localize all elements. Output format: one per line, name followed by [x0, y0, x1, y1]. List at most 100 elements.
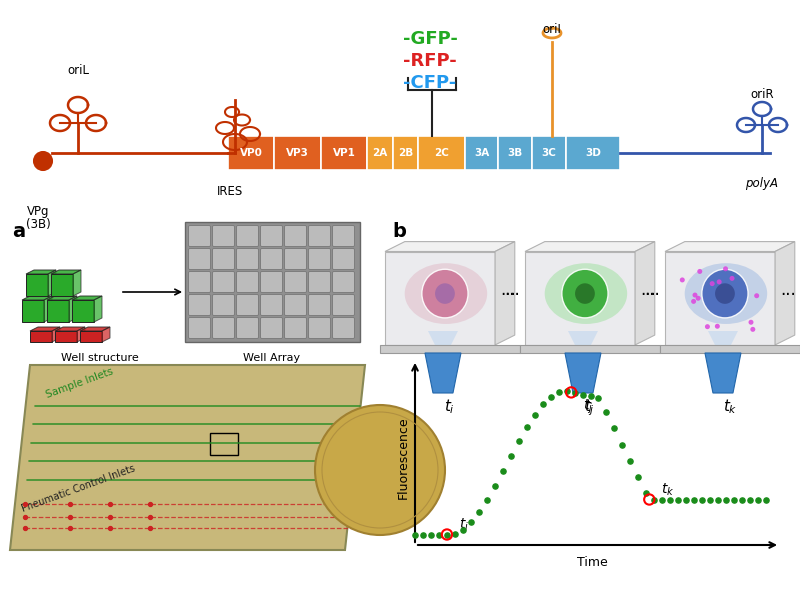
Point: [64, 523, 77, 533]
Point: [473, 508, 486, 517]
Polygon shape: [48, 270, 56, 296]
Point: [536, 400, 549, 409]
Polygon shape: [52, 327, 60, 342]
Text: ...: ...: [644, 281, 660, 299]
Text: VP0: VP0: [240, 148, 262, 158]
Text: IRES: IRES: [217, 185, 243, 198]
Polygon shape: [47, 296, 77, 300]
Point: [664, 494, 677, 504]
Point: [600, 407, 613, 417]
Circle shape: [696, 296, 701, 301]
Ellipse shape: [715, 283, 735, 304]
Polygon shape: [775, 242, 794, 345]
Point: [64, 512, 77, 521]
Text: oriR: oriR: [750, 88, 774, 100]
Circle shape: [730, 276, 734, 281]
FancyBboxPatch shape: [309, 248, 330, 269]
Point: [104, 512, 117, 521]
Point: [752, 494, 765, 504]
FancyBboxPatch shape: [189, 226, 210, 247]
Text: VP3: VP3: [286, 148, 309, 158]
FancyBboxPatch shape: [213, 271, 234, 292]
Text: VPg: VPg: [26, 205, 50, 218]
Point: [457, 525, 470, 535]
FancyBboxPatch shape: [498, 136, 532, 170]
FancyBboxPatch shape: [213, 295, 234, 316]
Polygon shape: [10, 365, 365, 550]
Point: [608, 424, 621, 433]
Text: Well Array: Well Array: [243, 353, 301, 363]
Point: [64, 499, 77, 509]
Point: [728, 494, 741, 504]
Circle shape: [749, 320, 754, 325]
Text: 3D: 3D: [585, 148, 601, 158]
Polygon shape: [665, 251, 775, 345]
Text: ...: ...: [504, 281, 520, 299]
Text: 2A: 2A: [372, 148, 388, 158]
Polygon shape: [708, 331, 738, 345]
Polygon shape: [660, 345, 800, 353]
Text: Fluorescence: Fluorescence: [397, 416, 410, 499]
Point: [640, 488, 653, 498]
Text: ...: ...: [500, 281, 516, 299]
Text: $t_i$: $t_i$: [459, 516, 469, 533]
FancyBboxPatch shape: [228, 136, 274, 170]
Polygon shape: [30, 331, 52, 342]
Circle shape: [705, 324, 710, 329]
FancyBboxPatch shape: [285, 226, 306, 247]
Point: [624, 456, 637, 466]
Point: [643, 494, 656, 504]
Text: -RFP-: -RFP-: [403, 52, 457, 70]
Point: [712, 494, 725, 504]
Circle shape: [698, 269, 702, 274]
FancyBboxPatch shape: [285, 248, 306, 269]
Point: [680, 494, 693, 504]
Point: [18, 499, 31, 509]
Text: 3B: 3B: [507, 148, 523, 158]
Point: [744, 494, 757, 504]
FancyBboxPatch shape: [274, 136, 321, 170]
Ellipse shape: [562, 269, 608, 318]
FancyBboxPatch shape: [309, 317, 330, 338]
FancyBboxPatch shape: [261, 271, 282, 292]
FancyBboxPatch shape: [333, 271, 354, 292]
Point: [688, 494, 701, 504]
Point: [144, 512, 157, 521]
Point: [496, 467, 509, 476]
FancyBboxPatch shape: [465, 136, 498, 170]
Point: [504, 451, 517, 461]
Point: [441, 530, 454, 539]
Point: [144, 499, 157, 509]
Text: 3C: 3C: [542, 148, 556, 158]
Polygon shape: [51, 270, 81, 274]
FancyBboxPatch shape: [237, 317, 258, 338]
Point: [449, 529, 462, 539]
Point: [656, 494, 669, 504]
Text: $t_j$: $t_j$: [583, 397, 594, 416]
Text: 2C: 2C: [434, 148, 449, 158]
Polygon shape: [495, 242, 515, 345]
Circle shape: [34, 152, 52, 170]
FancyBboxPatch shape: [213, 226, 234, 247]
Point: [512, 437, 525, 446]
Polygon shape: [47, 300, 69, 322]
Point: [480, 495, 493, 505]
FancyBboxPatch shape: [285, 295, 306, 316]
Polygon shape: [425, 353, 461, 393]
Text: polyA: polyA: [746, 178, 778, 191]
Polygon shape: [520, 345, 660, 353]
Circle shape: [693, 293, 698, 298]
FancyBboxPatch shape: [237, 271, 258, 292]
Polygon shape: [665, 242, 794, 251]
Point: [433, 530, 446, 539]
Ellipse shape: [575, 283, 595, 304]
Text: 2B: 2B: [398, 148, 414, 158]
Text: oriI: oriI: [542, 23, 562, 36]
FancyBboxPatch shape: [189, 317, 210, 338]
Polygon shape: [77, 327, 85, 342]
Point: [104, 499, 117, 509]
Point: [104, 523, 117, 533]
Point: [425, 530, 438, 539]
Circle shape: [710, 281, 714, 286]
Point: [528, 410, 541, 420]
